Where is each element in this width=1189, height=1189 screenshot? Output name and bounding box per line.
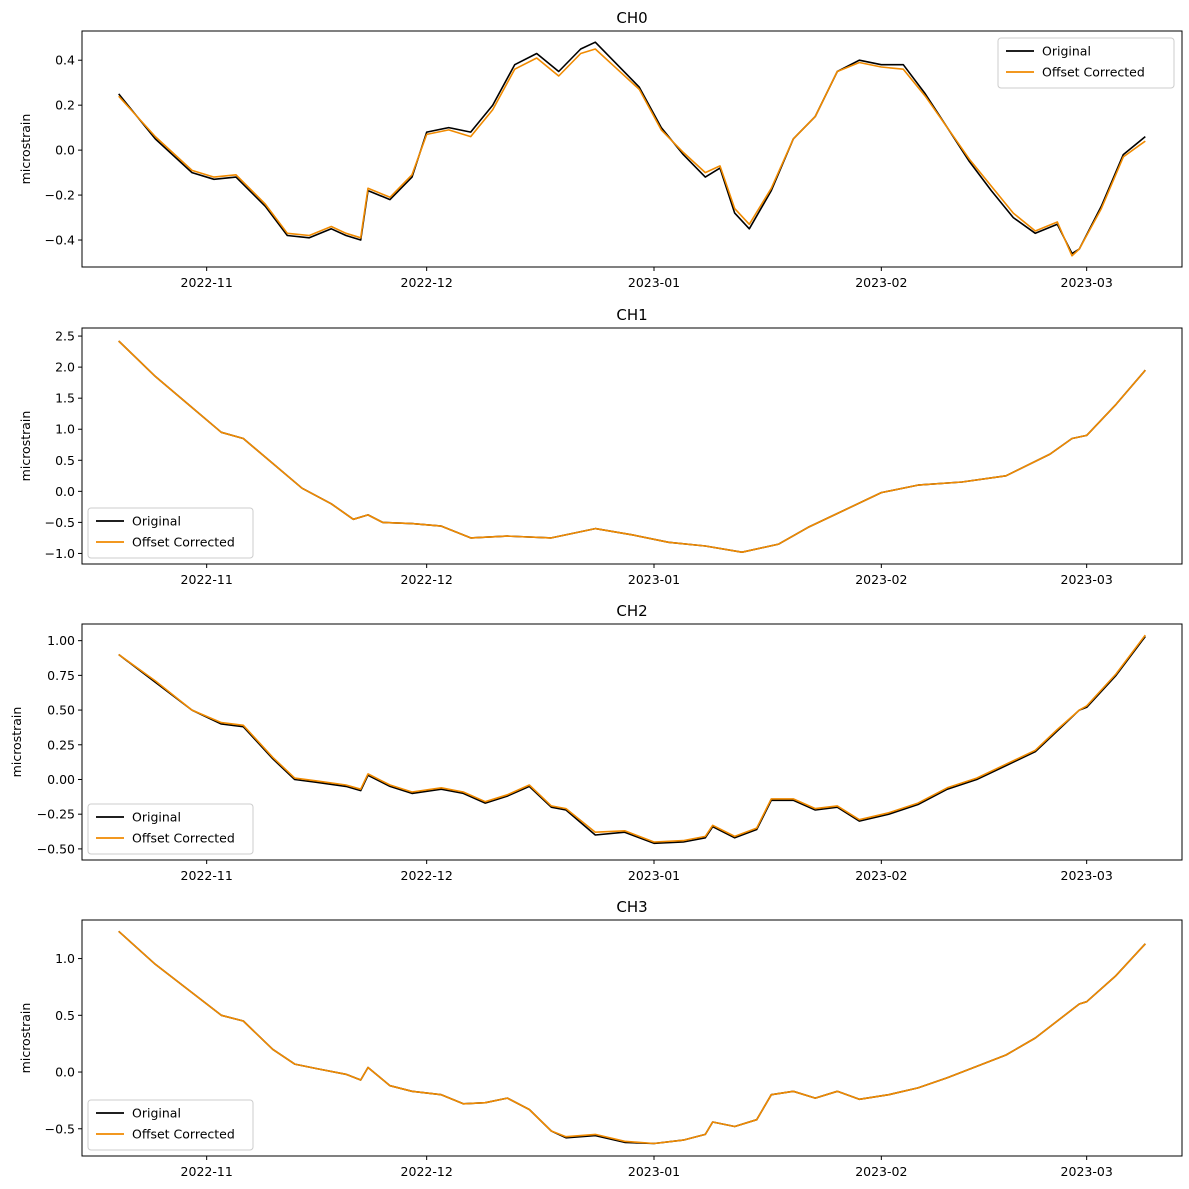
legend-label-original: Original [1042,44,1091,59]
x-tick-label: 2022-12 [401,572,453,587]
series-line-original [118,930,1146,1145]
y-tick-label: −0.4 [45,233,75,248]
x-tick-label: 2022-11 [181,275,233,290]
legend-label-offset-corrected: Offset Corrected [132,535,235,550]
y-tick-label: −0.50 [37,841,75,856]
x-tick-label: 2022-12 [401,1164,453,1179]
legend: Original Offset Corrected [87,1099,254,1151]
x-tick-label: 2023-03 [1061,572,1113,587]
y-tick-label: 1.5 [55,391,75,406]
x-tick-label: 2023-02 [855,572,907,587]
x-tick-label: 2023-01 [628,868,680,883]
y-tick-label: 0.0 [55,1065,75,1080]
legend-box [87,1099,254,1151]
legend-box [87,507,254,559]
legend-box [87,803,254,855]
series-line-offset-corrected [118,930,1146,1145]
series-line-original [118,41,1146,255]
x-tick-label: 2022-11 [181,1164,233,1179]
y-tick-label: 1.0 [55,951,75,966]
y-tick-label: −1.0 [45,546,75,561]
y-tick-label: 0.2 [55,98,75,113]
series-line-offset-corrected [118,340,1146,554]
y-tick-label: 0.25 [47,737,75,752]
y-axis-label: microstrain [18,411,33,482]
series-group [118,634,1146,845]
legend: Original Offset Corrected [997,37,1175,89]
series-line-offset-corrected [118,48,1146,257]
legend-box [997,37,1175,89]
y-tick-label: 0.4 [55,53,75,68]
y-tick-label: −0.5 [45,515,75,530]
series-line-original [118,636,1146,845]
x-tick-label: 2023-02 [855,868,907,883]
y-axis-label: microstrain [18,1003,33,1074]
legend-label-original: Original [132,810,181,825]
axes-frame [81,30,1183,268]
y-tick-label: 0.5 [55,453,75,468]
y-tick-label: 0.50 [47,703,75,718]
series-line-offset-corrected [118,634,1146,843]
x-tick-label: 2022-12 [401,275,453,290]
chart-title: CH0 [616,9,647,27]
y-tick-label: −0.2 [45,188,75,203]
legend-label-offset-corrected: Offset Corrected [132,831,235,846]
y-tick-label: −0.5 [45,1121,75,1136]
y-tick-label: 0.75 [47,668,75,683]
y-tick-label: −0.25 [37,807,75,822]
series-line-original [118,340,1146,554]
y-tick-label: 0.5 [55,1008,75,1023]
x-tick-label: 2023-02 [855,1164,907,1179]
x-tick-label: 2023-02 [855,275,907,290]
series-group [118,340,1146,554]
x-tick-label: 2023-01 [628,572,680,587]
legend-label-original: Original [132,514,181,529]
legend-label-offset-corrected: Offset Corrected [132,1127,235,1142]
y-axis-label: microstrain [18,114,33,185]
y-tick-label: 2.0 [55,360,75,375]
chart-panel-ch0: CH0 microstrain 0.4 0.2 0.0 −0.2 −0.4 2022-11 20… [18,9,1183,290]
x-tick-label: 2023-01 [628,1164,680,1179]
y-tick-label: 1.00 [47,633,75,648]
chart-panel-ch1: CH1 microstrain 2.5 2.0 1.5 1.0 0.5 0.0 −0.5 −1.0… [18,306,1183,587]
chart-panel-ch2: CH2 microstrain 1.00 0.75 0.50 0.25 0.00 −0.25 −… [9,602,1183,883]
y-tick-label: 0.0 [55,143,75,158]
legend: Original Offset Corrected [87,507,254,559]
chart-title: CH3 [616,898,647,916]
x-tick-label: 2023-03 [1061,1164,1113,1179]
legend-label-offset-corrected: Offset Corrected [1042,65,1145,80]
x-tick-label: 2022-12 [401,868,453,883]
chart-title: CH1 [616,306,647,324]
chart-title: CH2 [616,602,647,620]
axes-frame [81,623,1183,861]
series-group [118,41,1146,257]
x-tick-label: 2023-03 [1061,868,1113,883]
x-tick-label: 2023-03 [1061,275,1113,290]
y-axis-label: microstrain [9,707,24,778]
legend-label-original: Original [132,1106,181,1121]
x-tick-label: 2022-11 [181,868,233,883]
y-tick-label: 1.0 [55,422,75,437]
y-tick-label: 0.00 [47,772,75,787]
legend: Original Offset Corrected [87,803,254,855]
chart-panel-ch3: CH3 microstrain 1.0 0.5 0.0 −0.5 2022-11 2022-1… [18,898,1183,1179]
axes-frame [81,919,1183,1157]
series-group [118,930,1146,1145]
axes-frame [81,327,1183,565]
x-tick-label: 2022-11 [181,572,233,587]
y-tick-label: 2.5 [55,329,75,344]
y-tick-label: 0.0 [55,484,75,499]
x-tick-label: 2023-01 [628,275,680,290]
